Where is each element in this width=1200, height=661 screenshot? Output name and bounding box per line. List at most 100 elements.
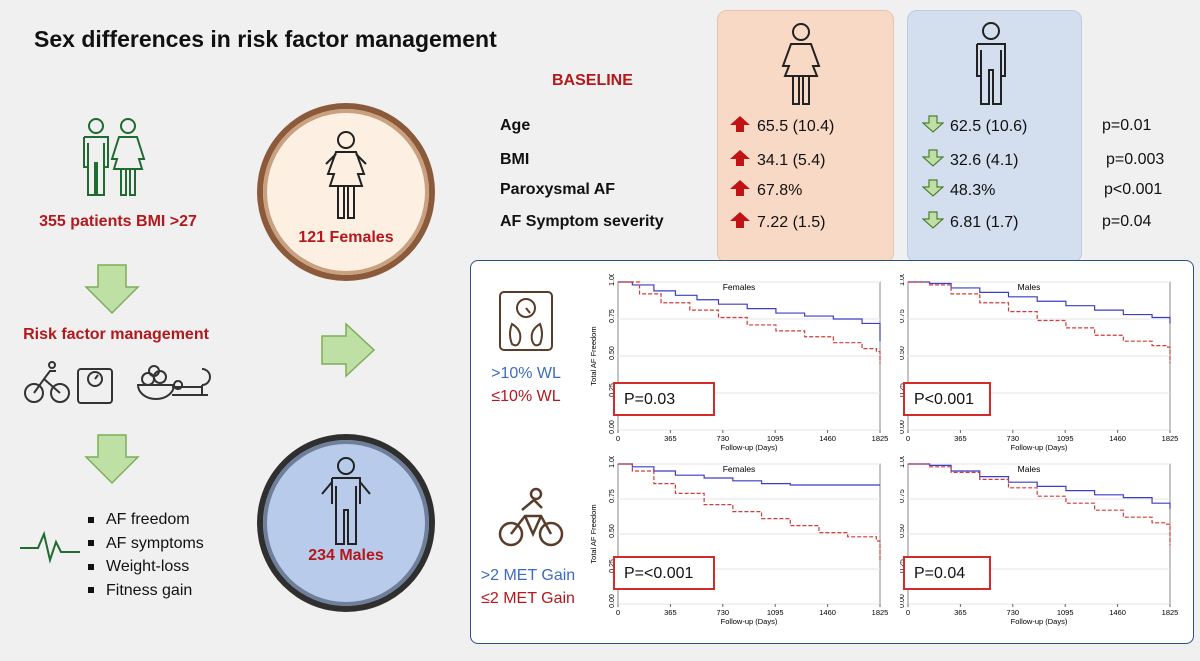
activities-icon — [24, 361, 211, 404]
y-tick-label: 1.00 — [609, 456, 616, 468]
series-line-low — [618, 281, 881, 364]
list-item: Fitness gain — [88, 579, 204, 603]
p-value: p=0.04 — [1102, 213, 1152, 230]
wl-legend: >10% WL ≤10% WL — [474, 362, 578, 408]
y-tick-label: 1.00 — [900, 456, 906, 468]
x-tick-label: 1460 — [819, 608, 836, 617]
down-arrow-icon — [921, 115, 945, 138]
heartbeat-icon — [20, 530, 80, 564]
y-tick-label: 0.75 — [900, 489, 906, 503]
series-line-high — [908, 281, 1171, 324]
scale-icon — [499, 291, 553, 351]
series-line-low — [618, 463, 881, 562]
baseline-row-label: Age — [500, 117, 531, 134]
male-value: 48.3% — [921, 179, 995, 202]
chart-title: Females — [723, 282, 756, 292]
y-tick-label: 0.75 — [609, 489, 616, 503]
males-count: 234 Males — [308, 547, 384, 564]
page-title: Sex differences in risk factor managemen… — [34, 26, 497, 52]
baseline-row-label: BMI — [500, 151, 530, 168]
down-arrow-icon — [921, 211, 945, 234]
down-arrow-icon — [84, 264, 140, 315]
chart-title: Males — [1018, 464, 1041, 474]
x-tick-label: 730 — [1007, 608, 1020, 617]
list-item: Weight-loss — [88, 555, 204, 579]
y-axis-label: Total AF Freedom — [589, 504, 598, 563]
male-value: 32.6 (4.1) — [921, 149, 1018, 172]
p-value: p=0.01 — [1102, 117, 1152, 134]
x-tick-label: 365 — [954, 434, 967, 443]
x-tick-label: 365 — [664, 434, 677, 443]
x-tick-label: 1095 — [1057, 434, 1074, 443]
baseline-label: BASELINE — [552, 72, 633, 89]
series-line-low — [908, 463, 1171, 546]
y-tick-label: 0.50 — [609, 524, 616, 538]
male-icon — [321, 457, 371, 545]
y-tick-label: 0.75 — [609, 309, 616, 323]
list-item: AF freedom — [88, 508, 204, 532]
up-arrow-icon — [729, 179, 751, 202]
p-value: p=0.003 — [1106, 151, 1165, 168]
legend-high-wl: >10% WL — [491, 365, 561, 382]
chart-title: Males — [1018, 282, 1041, 292]
chart-title: Females — [723, 464, 756, 474]
x-axis-label: Follow-up (Days) — [1011, 443, 1068, 452]
down-arrow-icon — [84, 434, 140, 485]
x-tick-label: 1460 — [1109, 434, 1126, 443]
x-tick-label: 1825 — [872, 608, 889, 617]
p-value: p<0.001 — [1104, 181, 1163, 198]
x-tick-label: 365 — [954, 608, 967, 617]
outcomes-list: AF freedom AF symptoms Weight-loss Fitne… — [88, 508, 204, 602]
series-line-high — [908, 463, 1171, 509]
list-item: AF symptoms — [88, 532, 204, 556]
chart-wl-females: 0.00 0.25 0.50 0.75 1.00 0 365 730 1095 1460 1825 F… — [588, 274, 890, 460]
female-icon — [781, 23, 821, 105]
chart-met-females: 0.00 0.25 0.50 0.75 1.00 0 365 730 1095 1460 1825 F… — [588, 456, 890, 634]
x-tick-label: 730 — [717, 434, 730, 443]
y-tick-label: 0.25 — [609, 383, 616, 397]
male-icon — [976, 22, 1006, 105]
x-axis-label: Follow-up (Days) — [721, 443, 778, 452]
series-line-low — [908, 281, 1171, 364]
y-tick-label: 0.00 — [609, 420, 616, 434]
y-tick-label: 0.75 — [900, 309, 906, 323]
x-tick-label: 730 — [717, 608, 730, 617]
y-axis-label: Total AF Freedom — [589, 326, 598, 385]
series-line-high — [618, 463, 880, 486]
met-legend: >2 MET Gain ≤2 MET Gain — [472, 564, 584, 610]
up-arrow-icon — [729, 211, 751, 234]
x-axis-label: Follow-up (Days) — [721, 617, 778, 626]
series-line-high — [618, 281, 881, 342]
bicycle-icon — [498, 487, 564, 547]
x-tick-label: 1095 — [767, 608, 784, 617]
x-tick-label: 1460 — [1109, 608, 1126, 617]
female-value: 34.1 (5.4) — [729, 149, 825, 172]
up-arrow-icon — [729, 149, 751, 172]
females-count: 121 Females — [298, 229, 394, 246]
x-tick-label: 1825 — [1162, 608, 1179, 617]
up-arrow-icon — [729, 115, 751, 138]
y-tick-label: 0.00 — [900, 594, 906, 608]
down-arrow-icon — [921, 149, 945, 172]
x-tick-label: 1460 — [819, 434, 836, 443]
p-value-annotation: P=0.04 — [914, 565, 965, 582]
y-tick-label: 1.00 — [609, 274, 616, 286]
y-tick-label: 0.00 — [900, 420, 906, 434]
y-tick-label: 0.50 — [900, 346, 906, 360]
baseline-row-label: AF Symptom severity — [500, 213, 664, 230]
male-value: 62.5 (10.6) — [921, 115, 1027, 138]
x-tick-label: 730 — [1007, 434, 1020, 443]
y-tick-label: 0.00 — [609, 594, 616, 608]
y-tick-label: 0.50 — [609, 346, 616, 360]
couple-icon — [83, 118, 146, 196]
x-tick-label: 1095 — [767, 434, 784, 443]
x-tick-label: 1825 — [1162, 434, 1179, 443]
y-tick-label: 1.00 — [900, 274, 906, 286]
female-value: 67.8% — [729, 179, 802, 202]
x-tick-label: 1825 — [872, 434, 889, 443]
p-value-annotation: P=0.03 — [624, 391, 675, 408]
risk-factor-label: Risk factor management — [23, 326, 209, 343]
patients-count: 355 patients BMI >27 — [39, 213, 197, 230]
chart-wl-males: 0.000.250.500.751.000365730109514601825F… — [900, 274, 1180, 460]
x-tick-label: 0 — [616, 434, 620, 443]
